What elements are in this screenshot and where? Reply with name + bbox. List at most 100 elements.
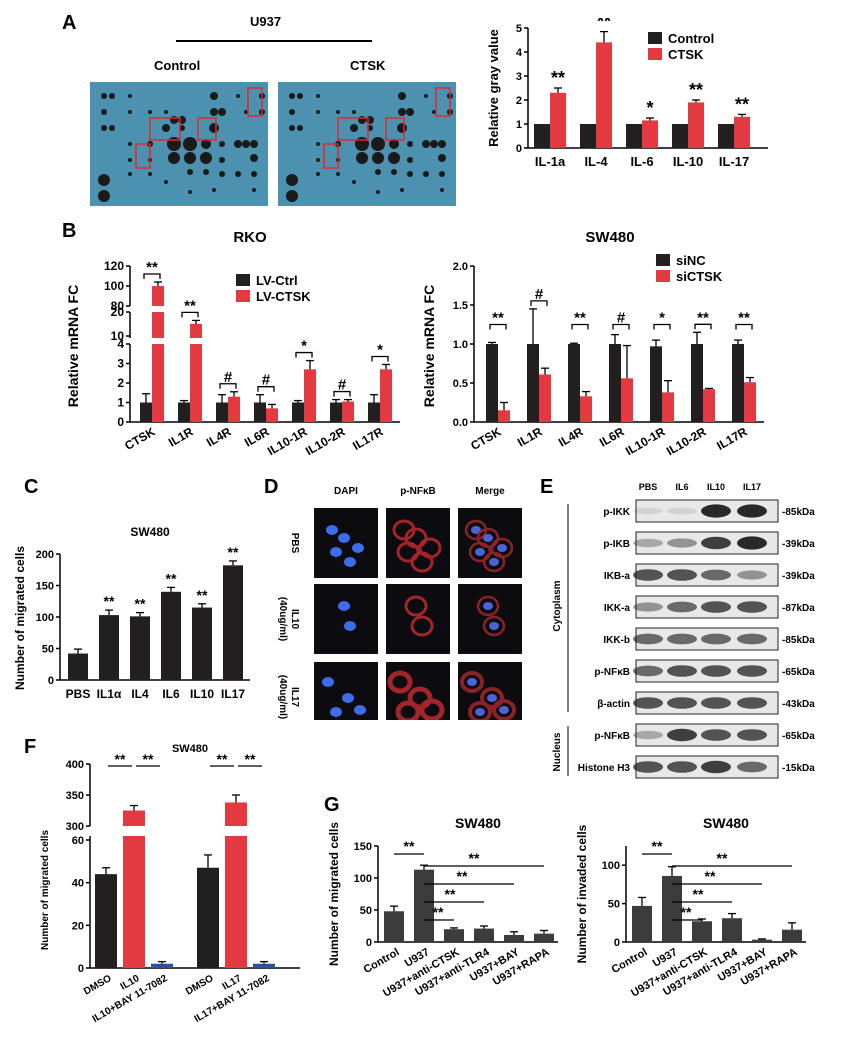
blot-band — [737, 729, 767, 741]
sw-sig-bracket — [489, 323, 507, 330]
sw-sig: # — [617, 310, 626, 327]
sw-x-label: IL17R — [714, 424, 750, 453]
panel-f-sig: ** — [217, 751, 228, 767]
sw-x-label: IL10-2R — [664, 424, 709, 458]
dapi-nucleus — [330, 547, 342, 557]
dapi-nucleus — [326, 525, 338, 535]
panel-f-tick-label: 20 — [72, 920, 84, 932]
panel-c-bar — [223, 565, 243, 680]
ctsk-spot — [316, 158, 320, 162]
rko-ylabel: Relative mRNA FC — [65, 285, 81, 407]
panel-f-bar — [151, 963, 173, 968]
panel-d-images: DAPI p-NFκB Merge PBS IL10 (40ug/ml) IL17 (40ug… — [268, 480, 530, 720]
control-spot — [250, 154, 258, 162]
blot-band — [737, 761, 767, 773]
rko-tick-label: 0 — [117, 415, 124, 429]
merge-signal — [476, 595, 500, 617]
panel-g-migrated-bar — [414, 869, 434, 942]
control-spot — [209, 123, 219, 133]
merge-nucleus — [483, 534, 493, 542]
sw-x-label: CTSK — [468, 424, 504, 453]
panel-c-sig: ** — [135, 596, 146, 612]
panel-a-bar-control — [672, 124, 688, 148]
panel-c-bar — [192, 607, 212, 680]
panel-g-migrated-ylabel: Number of migrated cells — [327, 822, 341, 966]
merge-signal — [482, 615, 506, 637]
panel-f-bar — [197, 867, 219, 968]
rko-tick-label: 2 — [117, 376, 124, 390]
ctsk-spot — [400, 188, 404, 192]
rko-sig-bracket — [371, 355, 389, 362]
blot-size-label: -15kDa — [782, 763, 815, 774]
nucleus-label: Nucleus — [552, 732, 563, 771]
ctsk-spot — [398, 108, 406, 116]
panel-f-tick-label: 400 — [66, 759, 84, 771]
rko-x-label: IL10-2R — [303, 424, 348, 458]
ctsk-spot — [286, 190, 298, 202]
panel-g-migrated-y-tick-label: 0 — [366, 937, 372, 949]
panel-g-migrated-sig: ** — [404, 838, 415, 854]
sw-bar-sinc — [691, 344, 703, 422]
rko-tick-label: 3 — [117, 357, 124, 371]
rko-bar-lvctrl — [368, 402, 380, 422]
panel-g-migrated-chart: SW480 Number of migrated cells 0 50 100 150 Co… — [327, 815, 558, 1000]
blot-band — [701, 665, 731, 677]
ctsk-spot — [336, 110, 340, 114]
blot-size-label: -39kDa — [782, 539, 815, 550]
ctsk-spot — [352, 110, 356, 114]
panel-f-break — [224, 826, 248, 836]
panel-a-x-label: IL-1a — [535, 154, 566, 169]
control-spot — [219, 141, 225, 147]
blot-band — [701, 760, 731, 774]
panel-g-invaded-y-tick-label: 0 — [614, 937, 620, 949]
control-spot — [236, 94, 240, 98]
ctsk-highlight-box — [337, 117, 369, 141]
dapi-nucleus — [322, 677, 334, 687]
blot-band — [667, 728, 697, 742]
merge-nucleus — [471, 526, 481, 534]
rko-sig: # — [224, 369, 233, 386]
panel-letter-d: D — [264, 476, 279, 498]
ctsk-spot — [424, 94, 428, 98]
panel-g-invaded-sig: ** — [652, 838, 663, 854]
blot-protein-label: p-IKB — [603, 539, 630, 550]
sw-sig-bracket — [612, 323, 630, 330]
panel-f-sig: ** — [245, 751, 256, 767]
rko-x-label: IL1R — [166, 424, 196, 449]
ctsk-spot — [297, 93, 303, 99]
panel-c-y-tick-label: 50 — [42, 644, 54, 656]
panel-a-x-label: IL-4 — [584, 154, 608, 169]
ctsk-spot — [439, 171, 445, 177]
sw-bar-sictsk — [580, 396, 592, 422]
rko-x-label: IL4R — [204, 424, 234, 449]
array-membranes — [90, 82, 456, 206]
control-spot — [167, 137, 181, 151]
merge-nucleus — [487, 694, 497, 702]
blot-band — [633, 569, 663, 581]
control-spot — [109, 125, 115, 131]
rko-x-label: CTSK — [122, 424, 158, 453]
blot-band — [667, 569, 697, 581]
panel-c-y-tick-label: 0 — [48, 675, 54, 687]
ctsk-spot — [355, 137, 369, 151]
blot-band — [667, 665, 697, 677]
sw-x-label: IL4R — [556, 424, 586, 449]
ctsk-spot — [316, 110, 320, 114]
blot-band — [701, 504, 731, 518]
panel-c-x-label: IL1α — [97, 687, 122, 701]
panel-g-invaded-bar — [752, 939, 772, 942]
ctsk-spot — [372, 152, 384, 164]
sw-sig-bracket — [694, 323, 712, 330]
sw-sig: ** — [492, 310, 504, 327]
rko-break — [189, 338, 203, 344]
ctsk-spot — [289, 125, 295, 131]
rko-x-label: IL10-1R — [265, 424, 310, 458]
panel-g-invaded-sig: ** — [705, 868, 716, 884]
panel-a-y-tick-label: 4 — [516, 47, 523, 59]
blot-band — [633, 538, 663, 548]
rko-sig: ** — [184, 297, 196, 314]
sw-legend-sinc: siNC — [676, 253, 706, 268]
panel-f-break — [122, 826, 146, 836]
rko-bar-lvctsk — [228, 396, 240, 422]
p-nfkb-signal — [387, 670, 413, 694]
